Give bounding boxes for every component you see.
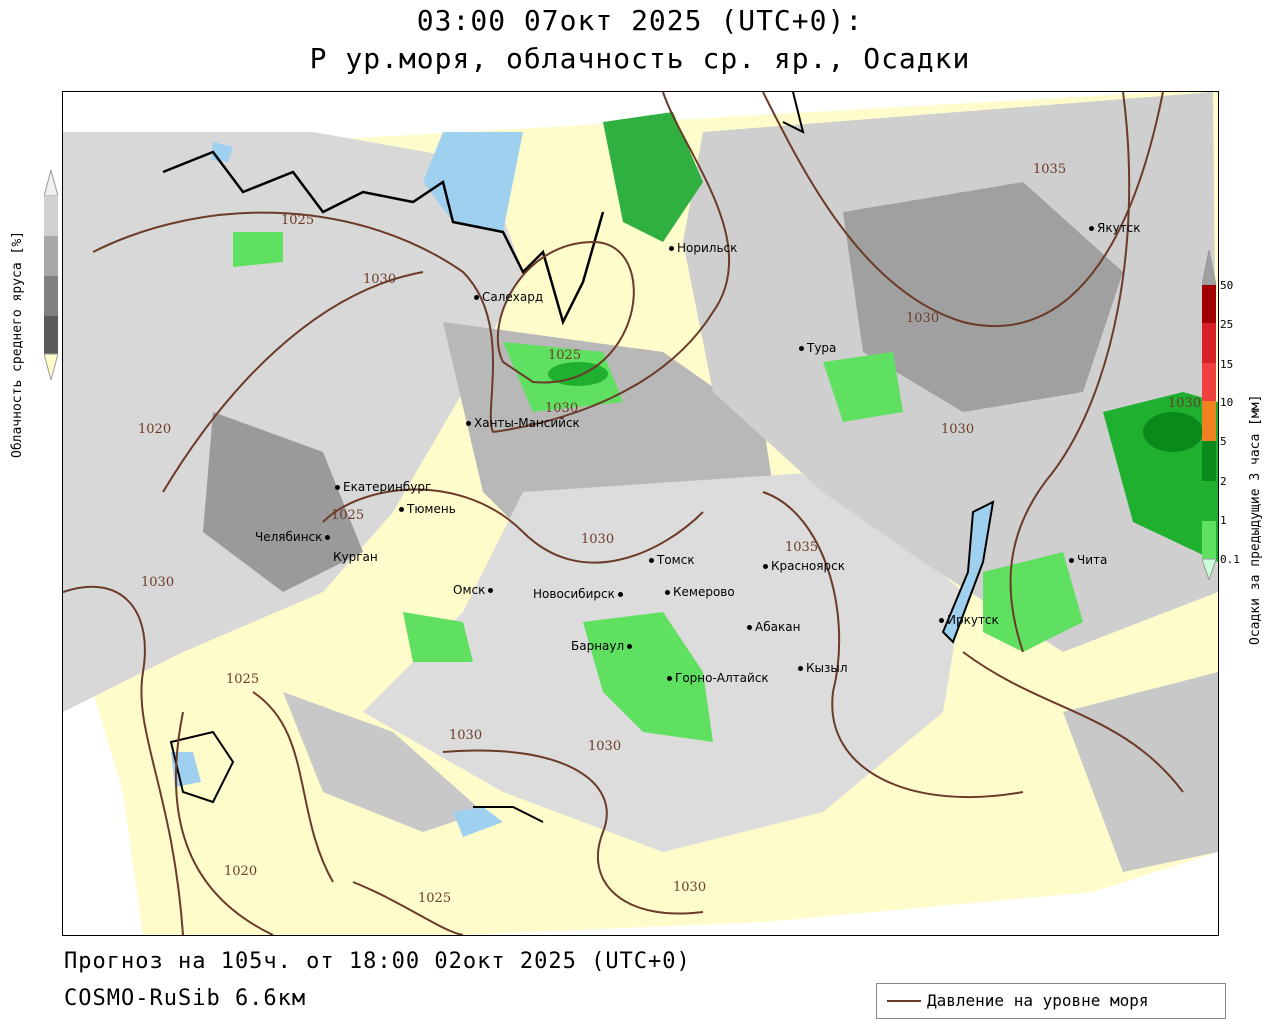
map-title-fields: P ур.моря, облачность ср. яр., Осадки xyxy=(309,42,971,75)
weather-map: 1025 1030 1025 1030 1030 1035 1020 1025 … xyxy=(62,91,1219,936)
isobar-label: 1035 xyxy=(785,540,819,555)
city-marker: Ханты-Мансийск xyxy=(466,416,580,430)
city-dot-icon xyxy=(335,485,340,490)
city-marker: Якутск xyxy=(1089,221,1141,235)
precip-scale-label: Осадки за предыдущие 3 часа [мм] xyxy=(1248,394,1263,645)
city-dot-icon xyxy=(665,590,670,595)
city-dot-icon xyxy=(474,295,479,300)
isobar-label: 1025 xyxy=(331,508,365,523)
isobar-label: 1030 xyxy=(581,532,615,547)
precip-tick-1: 1 xyxy=(1220,514,1227,527)
cloud-scale-label: Облачность среднего яруса [%] xyxy=(10,231,25,458)
isobar-label: 1030 xyxy=(941,422,975,437)
city-marker: Челябинск xyxy=(255,530,333,544)
precip-tick-5: 5 xyxy=(1220,435,1227,448)
city-marker: Тура xyxy=(799,341,836,355)
isobar-label: 1025 xyxy=(548,348,582,363)
city-dot-icon xyxy=(627,644,633,649)
precip-tick-2: 2 xyxy=(1220,475,1227,488)
map-graphic xyxy=(63,92,1218,935)
isobar-label: 1025 xyxy=(226,672,260,687)
isobar-label: 1030 xyxy=(906,311,940,326)
city-marker: Курган xyxy=(333,550,378,564)
city-dot-icon xyxy=(939,618,944,623)
isobar-label: 1030 xyxy=(588,739,622,754)
city-dot-icon xyxy=(649,558,654,563)
city-marker: Барнаул xyxy=(571,639,635,653)
city-marker: Омск xyxy=(453,583,496,597)
map-title-time: 03:00 07окт 2025 (UTC+0): xyxy=(416,4,864,37)
precip-tick-10: 10 xyxy=(1220,396,1234,409)
city-marker: Новосибирск xyxy=(533,587,626,601)
city-marker: Красноярск xyxy=(763,559,845,573)
city-marker: Абакан xyxy=(747,620,800,634)
precip-scale-bar xyxy=(1202,250,1216,580)
city-dot-icon xyxy=(1089,226,1094,231)
precip-tick-50: 50 xyxy=(1220,279,1234,292)
city-marker: Томск xyxy=(649,553,695,567)
city-marker: Кемерово xyxy=(665,585,735,599)
precip-tick-15: 15 xyxy=(1220,358,1234,371)
city-marker: Иркутск xyxy=(939,613,999,627)
city-dot-icon xyxy=(799,346,804,351)
isobar-label: 1030 xyxy=(673,880,707,895)
precip-tick-25: 25 xyxy=(1220,318,1234,331)
city-dot-icon xyxy=(1069,558,1074,563)
city-marker: Норильск xyxy=(669,241,737,255)
isobar-label: 1025 xyxy=(281,213,315,228)
model-name: COSMO-RuSib 6.6км xyxy=(64,986,307,1011)
isobar-label: 1030 xyxy=(545,401,579,416)
city-marker: Салехард xyxy=(474,290,543,304)
city-dot-icon xyxy=(669,246,674,251)
isobar-label: 1030 xyxy=(449,728,483,743)
isobar-label: 1020 xyxy=(224,864,258,879)
precip-tick-0-1: 0.1 xyxy=(1220,553,1240,566)
isobar-legend-label: Давление на уровне моря xyxy=(927,991,1149,1010)
cloud-scale-bar xyxy=(44,170,58,380)
city-dot-icon xyxy=(747,625,752,630)
city-dot-icon xyxy=(488,588,494,593)
city-marker: Екатеринбург xyxy=(335,480,431,494)
isobar-label: 1030 xyxy=(1168,396,1202,411)
isobar-label: 1030 xyxy=(141,575,175,590)
isobar-legend: Давление на уровне моря xyxy=(876,983,1226,1019)
city-dot-icon xyxy=(466,421,471,426)
isobar-label: 1030 xyxy=(363,272,397,287)
city-dot-icon xyxy=(763,564,768,569)
forecast-info: Прогноз на 105ч. от 18:00 02окт 2025 (UT… xyxy=(64,949,691,974)
city-marker: Чита xyxy=(1069,553,1107,567)
isobar-label: 1035 xyxy=(1033,162,1067,177)
city-dot-icon xyxy=(667,676,672,681)
city-dot-icon xyxy=(617,592,623,597)
city-dot-icon xyxy=(798,666,803,671)
city-dot-icon xyxy=(325,535,331,540)
city-marker: Кызыл xyxy=(798,661,848,675)
city-dot-icon xyxy=(399,507,404,512)
isobar-label: 1020 xyxy=(138,422,172,437)
city-marker: Горно-Алтайск xyxy=(667,671,769,685)
isobar-label: 1025 xyxy=(418,891,452,906)
isobar-line-icon xyxy=(887,1000,921,1002)
city-marker: Тюмень xyxy=(399,502,456,516)
